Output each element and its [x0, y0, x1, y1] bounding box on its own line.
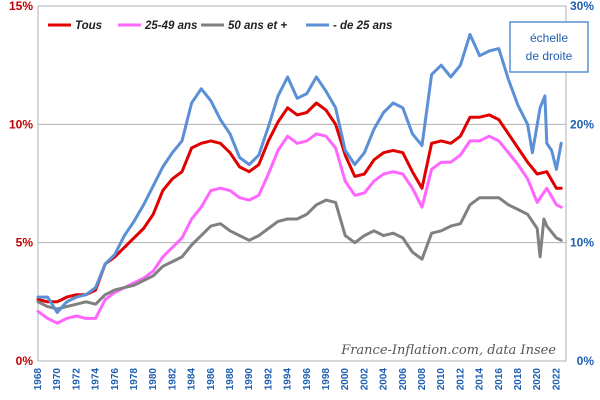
- x-tick-label: 1980: [148, 368, 159, 391]
- x-tick-label: 1976: [110, 368, 121, 391]
- right-scale-callout: échelle de droite: [509, 21, 589, 73]
- gridlines: [38, 123, 566, 244]
- x-tick-label: 2008: [417, 368, 428, 391]
- y-left-tick-label: 0%: [16, 354, 34, 368]
- x-tick-label: 2000: [340, 368, 351, 391]
- x-tick-label: 1988: [225, 368, 236, 391]
- plot-frame: [37, 5, 567, 362]
- series-line-tous: [36, 101, 563, 304]
- y-left-tick-label: 5%: [16, 236, 34, 250]
- series-line-50-ans-et: [36, 196, 563, 311]
- x-tick-label: 1968: [33, 368, 44, 391]
- x-tick-label: 2014: [475, 368, 486, 391]
- left-y-axis: 0% 5% 10% 15%: [9, 0, 33, 368]
- x-tick-label: 2006: [398, 368, 409, 391]
- callout-text-line-1: échelle: [530, 31, 568, 45]
- x-tick-label: 2012: [455, 368, 466, 391]
- series-line-de-25-ans: [36, 32, 563, 314]
- x-tick-label: 1994: [283, 368, 294, 391]
- y-right-tick-label: 10%: [570, 236, 594, 250]
- y-left-tick-label: 15%: [9, 0, 33, 13]
- x-tick-label: 2002: [359, 368, 370, 391]
- x-tick-label: 1978: [129, 368, 140, 391]
- x-tick-label: 1996: [302, 368, 313, 391]
- y-right-tick-label: 0%: [577, 354, 595, 368]
- x-tick-label: 1972: [71, 368, 82, 391]
- x-tick-label: 2018: [513, 368, 524, 391]
- x-tick-label: 1990: [244, 368, 255, 391]
- callout-text-line-2: de droite: [526, 49, 573, 63]
- x-tick-label: 2016: [494, 368, 505, 391]
- legend-label: 50 ans et +: [228, 20, 287, 32]
- x-tick-label: 1986: [206, 368, 217, 391]
- x-axis: 1968 1970 1972 1974 1976 1978 1980 1982 1984 1986…: [33, 368, 562, 391]
- x-tick-label: 1998: [321, 368, 332, 391]
- y-left-tick-label: 10%: [9, 117, 33, 131]
- x-tick-label: 1992: [263, 368, 274, 391]
- legend-label: - de 25 ans: [333, 20, 392, 32]
- legend-label: Tous: [75, 20, 102, 32]
- series-lines: [36, 32, 563, 325]
- x-tick-label: 1970: [52, 368, 63, 391]
- callout-box: [509, 21, 589, 73]
- x-tick-label: 2010: [436, 368, 447, 391]
- x-tick-label: 2020: [532, 368, 543, 391]
- y-right-tick-label: 20%: [570, 117, 594, 131]
- x-tick-label: 2022: [551, 368, 562, 391]
- legend-label: 25-49 ans: [144, 20, 197, 32]
- right-y-axis: 0% 10% 20% 30%: [570, 0, 594, 368]
- x-tick-label: 1984: [187, 368, 198, 391]
- source-credit: France-Inflation.com, data Insee: [340, 343, 556, 358]
- x-tick-label: 1974: [91, 368, 102, 391]
- y-right-tick-label: 30%: [570, 0, 594, 13]
- x-tick-label: 2004: [379, 368, 390, 391]
- legend: Tous 25-49 ans 50 ans et + - de 25 ans: [48, 20, 392, 32]
- x-tick-label: 1982: [167, 368, 178, 391]
